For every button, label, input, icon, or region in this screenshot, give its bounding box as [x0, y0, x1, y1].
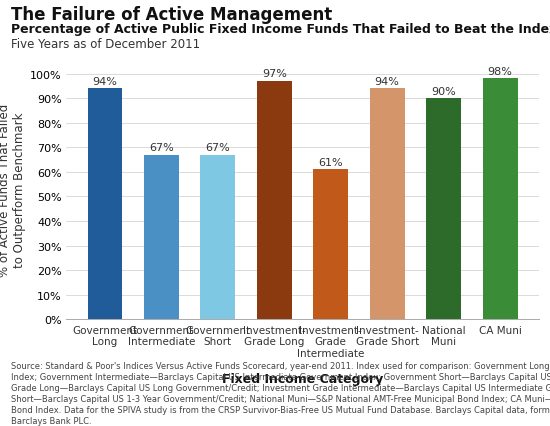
- Bar: [370, 89, 405, 320]
- Text: 67%: 67%: [206, 143, 230, 153]
- Text: 97%: 97%: [262, 69, 287, 79]
- Bar: [313, 170, 348, 320]
- Text: Percentage of Active Public Fixed Income Funds That Failed to Beat the Index: Percentage of Active Public Fixed Income…: [11, 23, 550, 36]
- Text: 94%: 94%: [92, 77, 118, 86]
- Text: The Failure of Active Management: The Failure of Active Management: [11, 6, 332, 24]
- Text: 90%: 90%: [431, 86, 456, 96]
- Bar: [200, 155, 235, 320]
- Text: 61%: 61%: [318, 158, 343, 167]
- Text: 98%: 98%: [487, 67, 513, 77]
- Bar: [257, 82, 292, 320]
- Bar: [482, 79, 518, 320]
- Bar: [87, 89, 123, 320]
- Bar: [144, 155, 179, 320]
- Text: 94%: 94%: [375, 77, 400, 86]
- Text: Five Years as of December 2011: Five Years as of December 2011: [11, 37, 200, 50]
- Text: 67%: 67%: [149, 143, 174, 153]
- Text: Source: Standard & Poor's Indices Versus Active Funds Scorecard, year-end 2011. : Source: Standard & Poor's Indices Versus…: [11, 361, 550, 425]
- X-axis label: Fixed Income Category: Fixed Income Category: [222, 372, 383, 385]
- Bar: [426, 99, 461, 320]
- Y-axis label: % of Active Funds That Failed
to Outperform Benchmark: % of Active Funds That Failed to Outperf…: [0, 103, 26, 276]
